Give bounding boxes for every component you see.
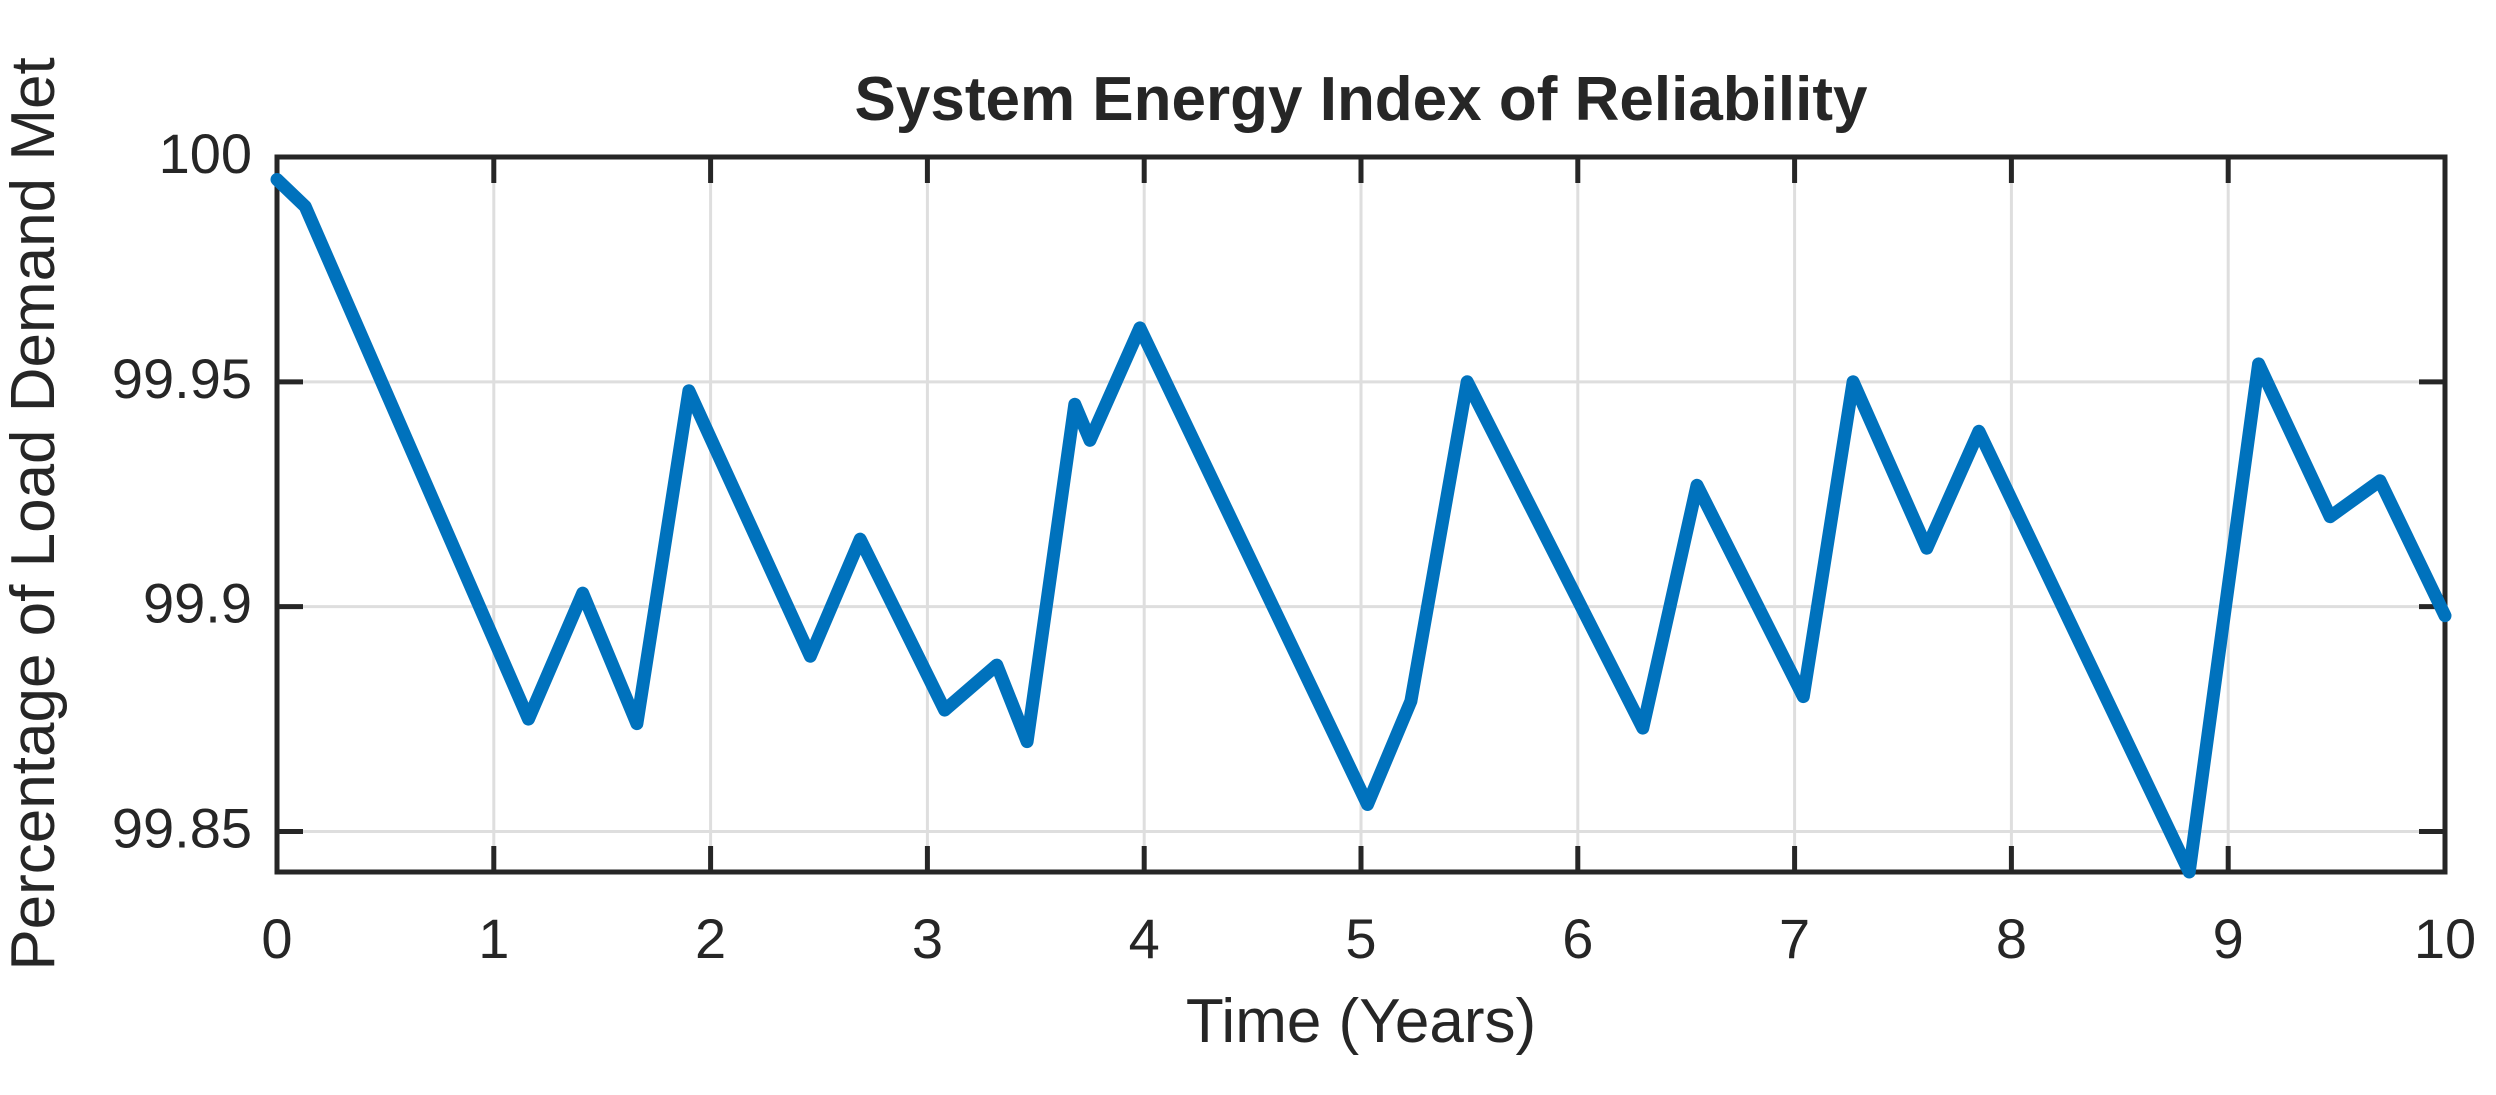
y-tick-label: 99.85 bbox=[112, 797, 252, 860]
x-tick-label: 10 bbox=[2414, 907, 2476, 970]
x-tick-label: 9 bbox=[2213, 907, 2244, 970]
x-tick-label: 0 bbox=[261, 907, 292, 970]
y-tick-labels: 100 99.95 99.9 99.85 bbox=[112, 122, 252, 860]
plot-box bbox=[274, 154, 2448, 875]
x-tick-label: 2 bbox=[695, 907, 726, 970]
x-axis-label: Time (Years) bbox=[1186, 987, 1536, 1056]
chart-title: System Energy Index of Reliability bbox=[855, 65, 1868, 134]
x-tick-label: 3 bbox=[912, 907, 943, 970]
grid-lines bbox=[277, 157, 2445, 872]
x-tick-label: 8 bbox=[1996, 907, 2027, 970]
y-axis-label: Percentage of Load Demand Met bbox=[0, 57, 68, 970]
y-tick-label: 100 bbox=[159, 122, 252, 185]
y-tick-label: 99.9 bbox=[143, 572, 252, 635]
x-tick-label: 1 bbox=[478, 907, 509, 970]
y-tick-label: 99.95 bbox=[112, 347, 252, 410]
x-tick-label: 7 bbox=[1779, 907, 1810, 970]
x-tick-label: 4 bbox=[1129, 907, 1160, 970]
reliability-line bbox=[270, 173, 2452, 879]
x-tick-label: 5 bbox=[1345, 907, 1376, 970]
x-tick-label: 6 bbox=[1562, 907, 1593, 970]
x-tick-labels: 0 1 2 3 4 5 6 7 8 9 10 bbox=[261, 907, 2476, 970]
